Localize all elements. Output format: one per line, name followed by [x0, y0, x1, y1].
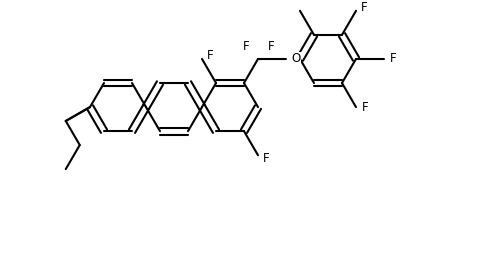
Text: F: F	[268, 40, 275, 53]
Text: F: F	[244, 40, 250, 53]
Text: O: O	[291, 53, 300, 66]
Text: F: F	[361, 1, 368, 14]
Text: F: F	[362, 101, 369, 114]
Text: F: F	[390, 53, 397, 66]
Text: F: F	[263, 152, 270, 165]
Text: F: F	[207, 50, 214, 62]
